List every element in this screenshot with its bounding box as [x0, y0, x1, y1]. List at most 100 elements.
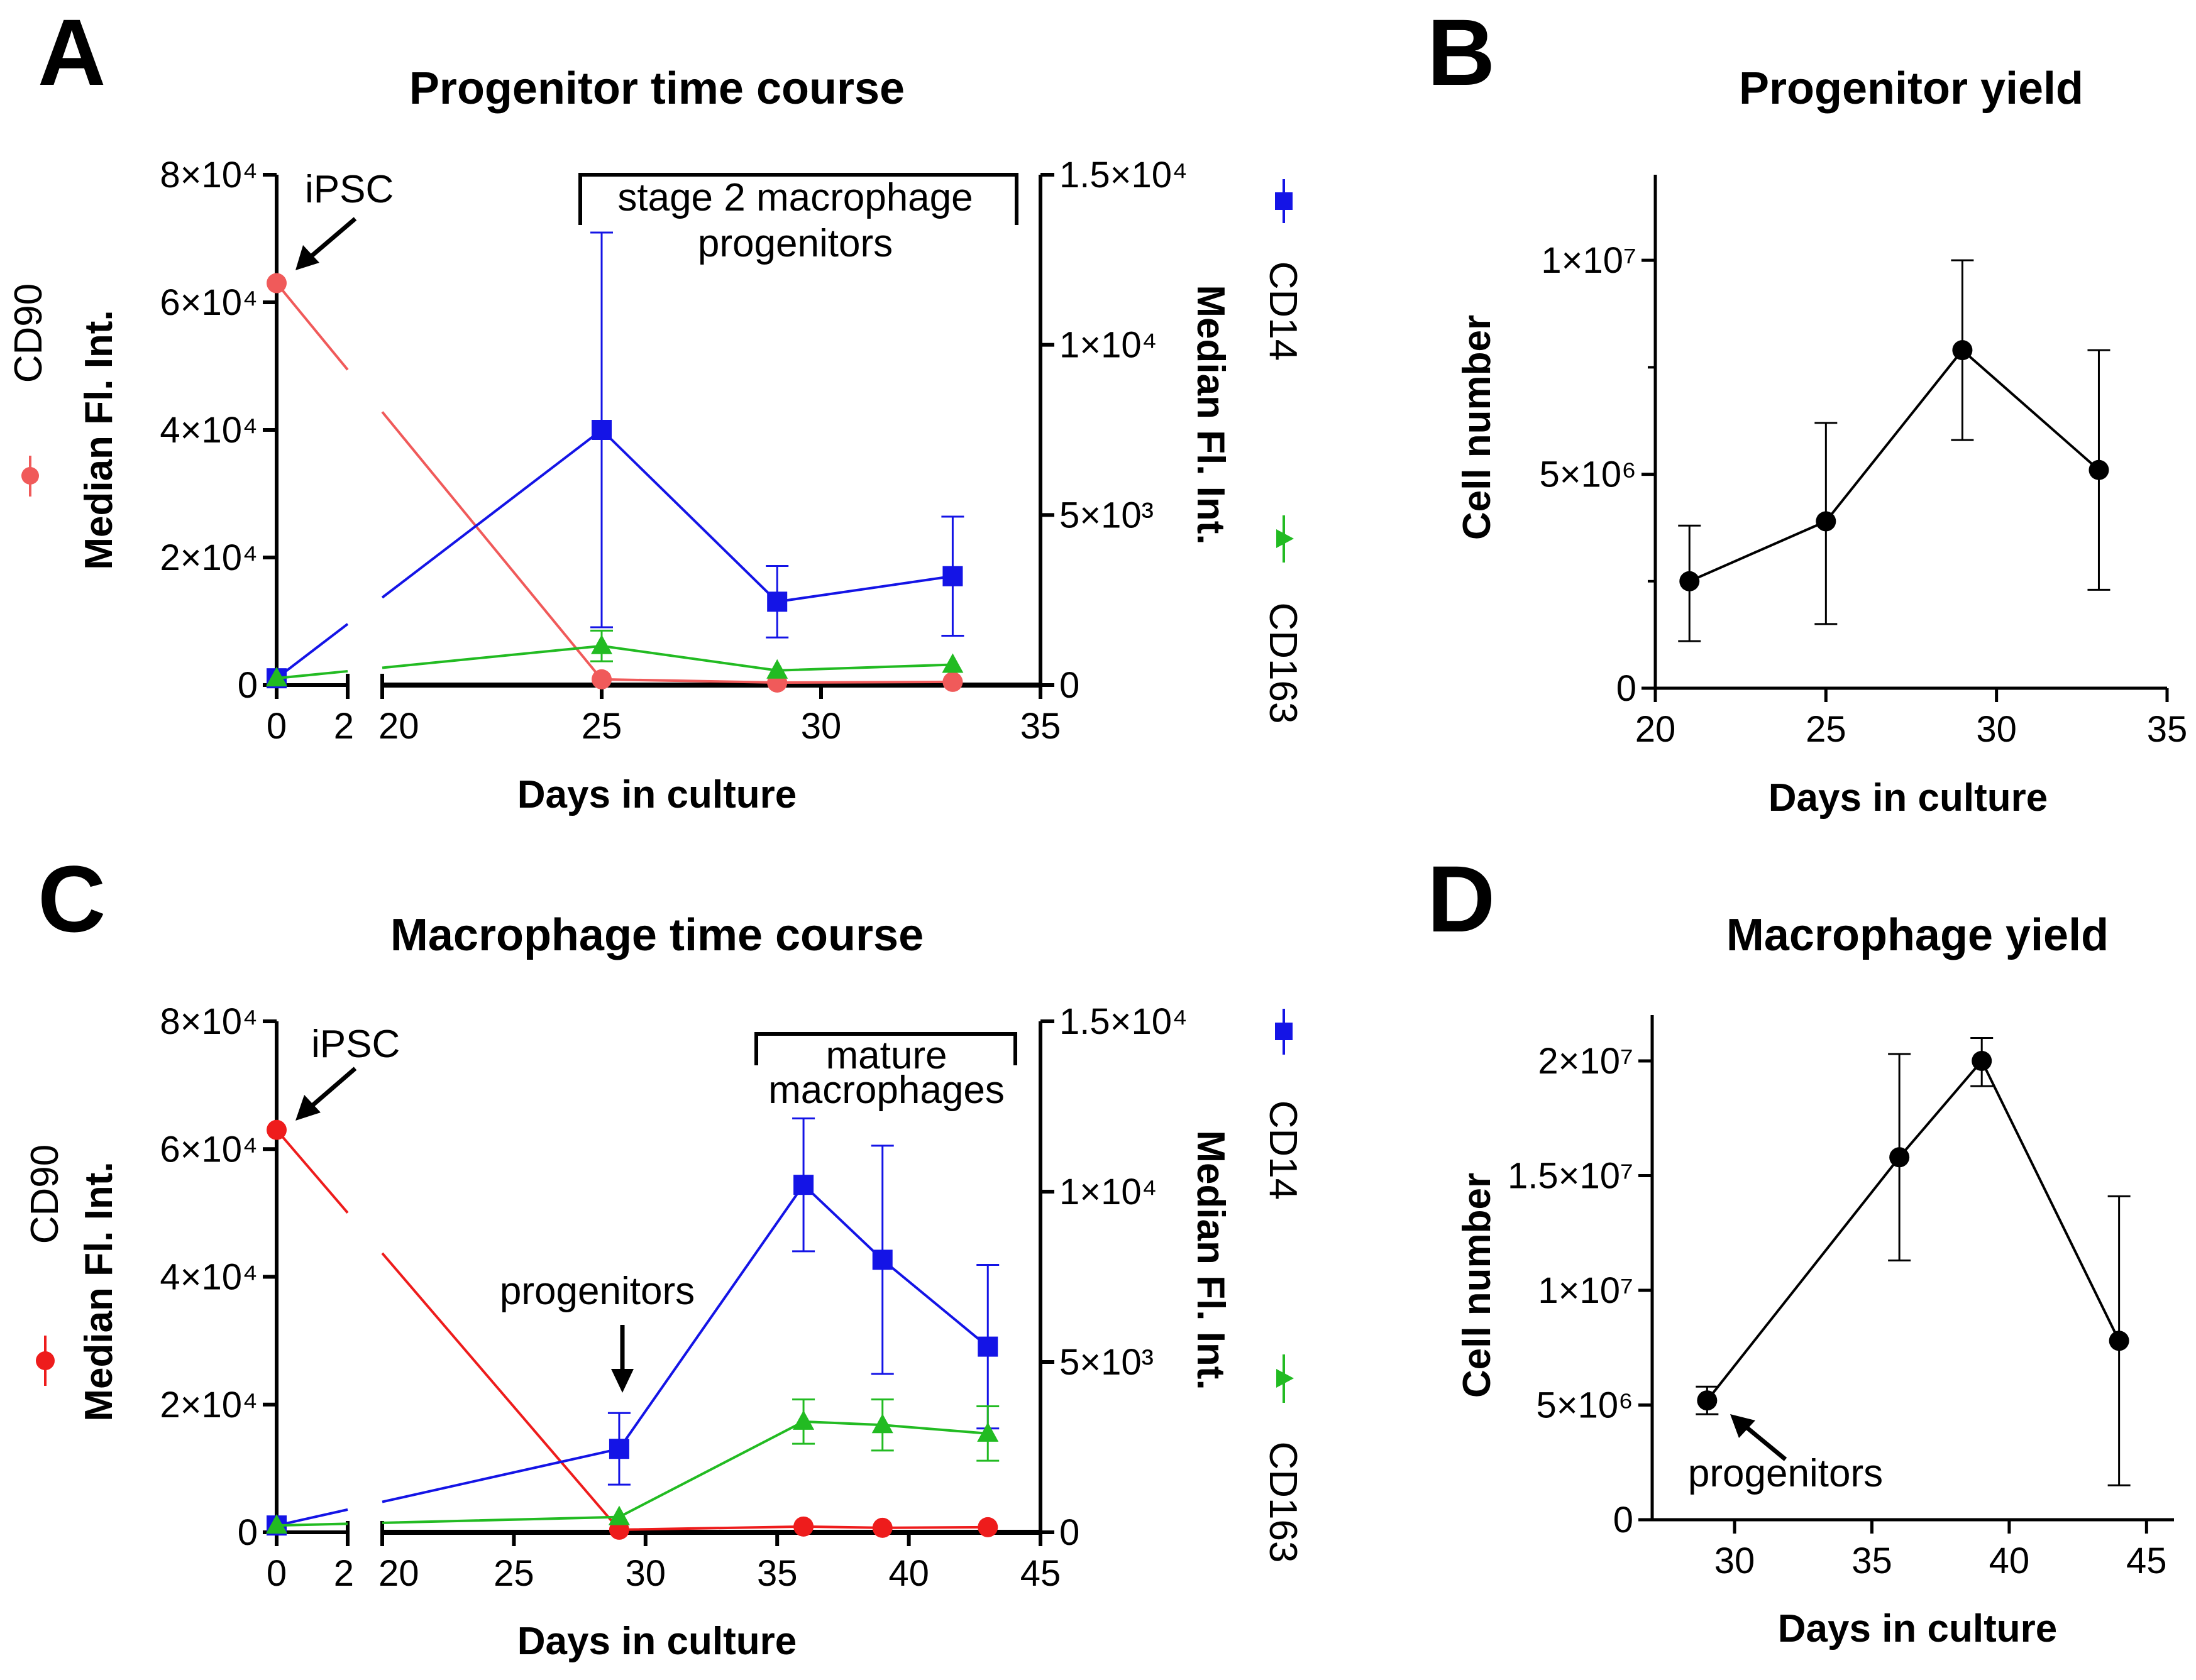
- panel-a-legend-cd163: CD163: [1261, 515, 1305, 724]
- y-tick-label-left: 2×10⁴: [160, 537, 258, 578]
- y-tick-label: 0: [1613, 1500, 1633, 1540]
- x-tick-label: 25: [494, 1553, 534, 1594]
- data-point-cd14: [872, 1249, 893, 1270]
- annotation-progenitors-label: progenitors: [1688, 1452, 1883, 1495]
- x-tick-label: 2: [334, 1553, 354, 1594]
- x-tick-label: 35: [2147, 709, 2188, 750]
- panel-letter-d: D: [1427, 846, 1495, 952]
- y-tick-label-left: 4×10⁴: [160, 1257, 258, 1298]
- panel-a-title: Progenitor time course: [409, 63, 905, 114]
- data-point-cd90: [267, 273, 287, 294]
- legend-label-cd163: CD163: [1261, 603, 1305, 724]
- y-tick-label: 0: [1616, 668, 1636, 709]
- y-tick-label: 1×10⁷: [1538, 1270, 1633, 1311]
- data-point: [1697, 1390, 1718, 1411]
- panel-b-plot: 0 5×10⁶ 1×10⁷ 20 25 30 35: [1539, 175, 2187, 750]
- bracket-label-line1: mature: [826, 1034, 947, 1077]
- legend-marker-cd14: [1275, 1023, 1293, 1040]
- series-cd14: [267, 1117, 1000, 1536]
- panel-b-xlabel: Days in culture: [1768, 776, 2048, 820]
- y-tick-label-left: 6×10⁴: [160, 282, 258, 323]
- x-tick-label: 2: [334, 706, 354, 747]
- legend-marker-cd90: [36, 1351, 55, 1370]
- panel-d-annotation-progenitors: progenitors: [1688, 1414, 1883, 1495]
- data-point-cd14: [978, 1336, 998, 1357]
- legend-marker-cd90: [21, 467, 39, 485]
- data-point: [1816, 511, 1836, 532]
- y-tick-label-right: 1×10⁴: [1059, 1172, 1157, 1212]
- panel-c-ylabel-right: Median Fl. Int.: [1189, 1130, 1232, 1390]
- panel-b-ylabel: Cell number: [1455, 315, 1499, 540]
- data-point: [1889, 1147, 1910, 1168]
- x-tick-label: 30: [801, 706, 842, 747]
- annotation-ipsc-arrow: [306, 217, 357, 261]
- panel-a: A Progenitor time course 0 2×10⁴ 4×10⁴ 6×10…: [7, 0, 1305, 816]
- y-tick-label-right: 1×10⁴: [1059, 325, 1157, 366]
- annotation-ipsc-arrowhead: [295, 1095, 321, 1121]
- y-tick-label-left: 2×10⁴: [160, 1385, 258, 1425]
- panel-c-annotation-progenitors: progenitors: [500, 1270, 695, 1393]
- series-line-cd14: [381, 428, 953, 603]
- legend-marker-cd14: [1275, 192, 1293, 210]
- x-tick-label: 45: [1020, 1553, 1061, 1594]
- data-point-cd90: [978, 1517, 998, 1537]
- panel-d-title: Macrophage yield: [1726, 910, 2109, 960]
- panel-letter-a: A: [38, 0, 106, 105]
- legend-marker-cd163: [1276, 1369, 1294, 1388]
- y-tick-label-left: 6×10⁴: [160, 1129, 258, 1170]
- y-tick-label: 1.5×10⁷: [1508, 1156, 1633, 1197]
- x-tick-label: 0: [267, 1553, 287, 1594]
- data-point-cd90: [942, 671, 963, 692]
- y-tick-label-right: 1.5×10⁴: [1059, 155, 1188, 195]
- x-tick-label: 35: [757, 1553, 798, 1594]
- panel-c-title: Macrophage time course: [390, 910, 924, 960]
- data-point-cd90: [872, 1517, 893, 1538]
- x-tick-label: 20: [1635, 709, 1676, 750]
- y-tick-label-left: 0: [238, 1512, 258, 1553]
- x-tick-label: 20: [378, 706, 419, 747]
- bracket-label-line1: stage 2 macrophage: [617, 176, 973, 219]
- series-line-cd163: [276, 669, 348, 680]
- data-point-cd163: [766, 659, 788, 679]
- y-tick-label-right: 5×10³: [1059, 495, 1154, 535]
- panel-c-legend-cd163: CD163: [1261, 1354, 1305, 1563]
- series-cd163: [266, 629, 964, 687]
- data-point: [1952, 340, 1973, 361]
- y-tick-label: 2×10⁷: [1538, 1041, 1633, 1082]
- panel-a-xlabel: Days in culture: [517, 773, 797, 816]
- bracket-line: [754, 1032, 1017, 1065]
- x-tick-label: 35: [1020, 706, 1061, 747]
- series-line-cd90: [275, 1129, 349, 1214]
- panel-d-xlabel: Days in culture: [1778, 1607, 2057, 1650]
- annotation-progenitors-label: progenitors: [500, 1270, 695, 1313]
- data-point-cd14: [942, 566, 963, 586]
- panel-d-plot: 0 5×10⁶ 1×10⁷ 1.5×10⁷ 2×10⁷ 30 35 40 45: [1508, 1015, 2174, 1581]
- panel-a-plot: 0 2×10⁴ 4×10⁴ 6×10⁴ 8×10⁴ 0 5×10³ 1×10⁴ 1.5×10⁴ 0…: [160, 155, 1188, 747]
- y-tick-label-right: 1.5×10⁴: [1059, 1001, 1188, 1042]
- panel-letter-b: B: [1427, 0, 1495, 105]
- y-tick-label-left: 8×10⁴: [160, 1001, 258, 1042]
- legend-marker-cd163: [1276, 529, 1294, 548]
- x-tick-label: 30: [1976, 709, 2017, 750]
- series-cd163: [266, 1398, 1000, 1534]
- legend-label-cd90: CD90: [7, 283, 50, 383]
- panel-a-legend-cd90: CD90: [7, 283, 50, 497]
- panel-c-annotation-ipsc: iPSC: [295, 1023, 400, 1121]
- data-point-cd14: [767, 591, 788, 612]
- panel-c-ylabel-left: Median Fl. Int.: [77, 1161, 121, 1421]
- x-tick-label: 25: [1806, 709, 1846, 750]
- data-point: [2109, 1331, 2129, 1351]
- panel-a-legend-cd14: CD14: [1261, 179, 1305, 361]
- series-line-cd163: [382, 644, 953, 672]
- data-point-cd163: [266, 667, 287, 687]
- panel-b-title: Progenitor yield: [1739, 63, 2083, 114]
- series-line: [1689, 348, 2100, 583]
- data-point: [2088, 459, 2109, 480]
- y-tick-label-right: 0: [1059, 665, 1079, 706]
- x-tick-label: 0: [267, 706, 287, 747]
- data-point-cd14: [609, 1439, 629, 1459]
- data-point-cd163: [871, 1414, 893, 1434]
- series-line-cd163: [382, 1420, 988, 1524]
- data-point: [1972, 1051, 1992, 1071]
- annotation-ipsc-label: iPSC: [311, 1023, 400, 1066]
